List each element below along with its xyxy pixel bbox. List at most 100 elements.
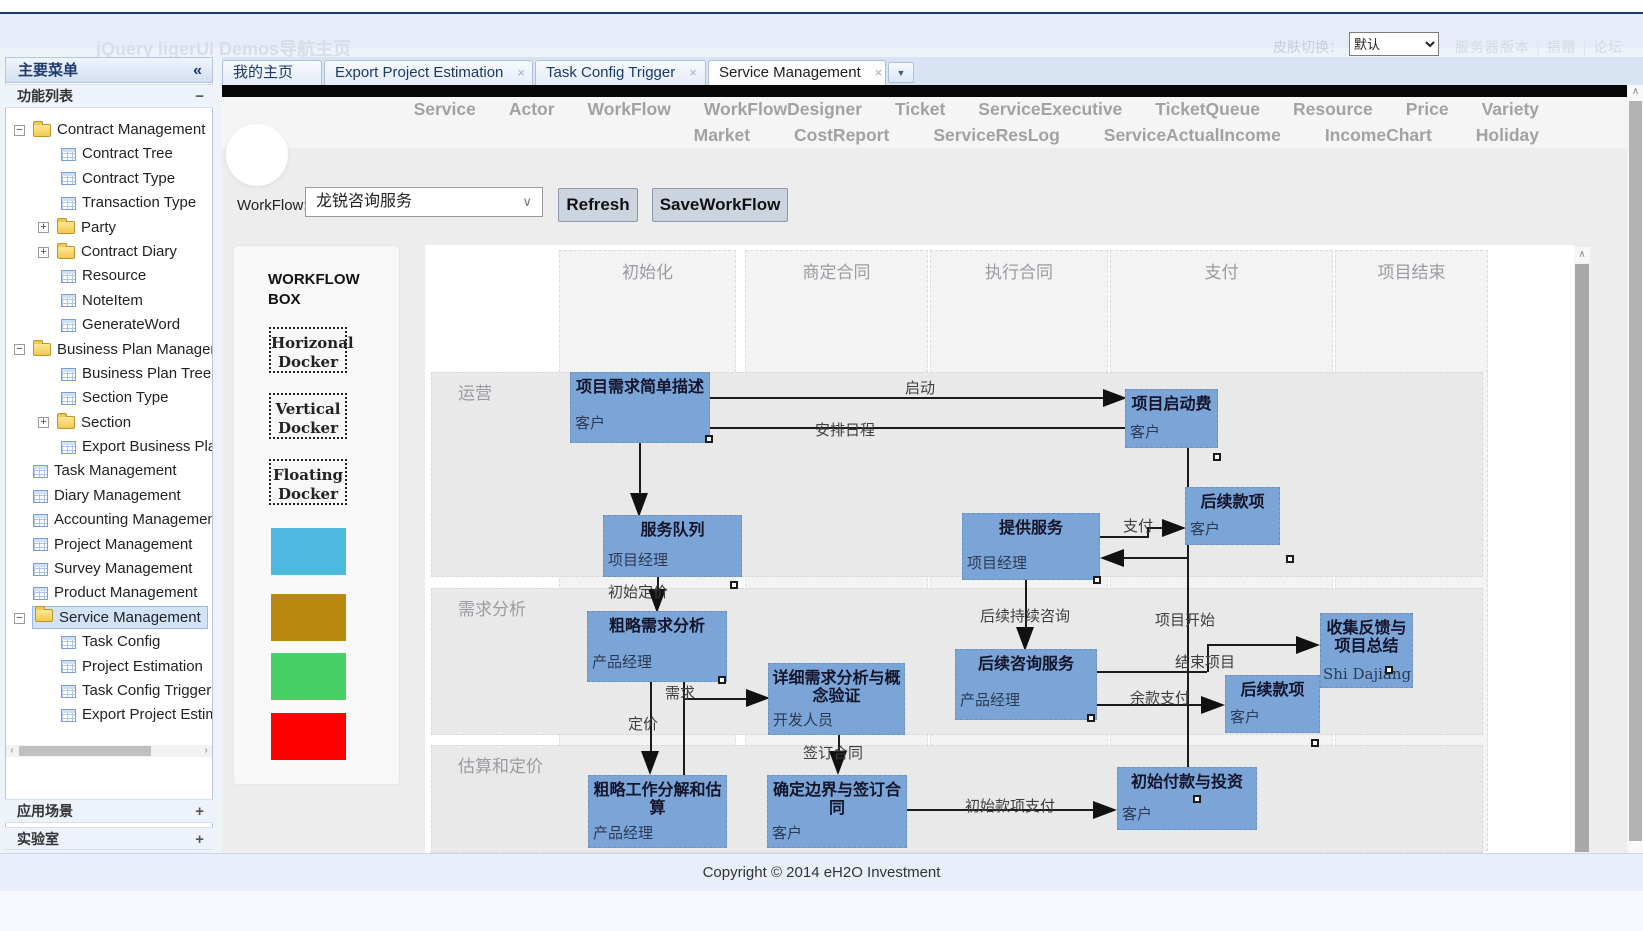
tree-item-export-project-estimation[interactable]: Export Project Estimat bbox=[6, 703, 212, 727]
workflow-canvas[interactable]: 初始化 商定合同 执行合同 支付 项目结束 运营 需求分析 估算和定价 bbox=[425, 245, 1574, 853]
section-lab[interactable]: 实验室 + bbox=[5, 827, 213, 850]
resize-handle[interactable] bbox=[1093, 576, 1101, 584]
scrollbar-thumb[interactable] bbox=[1629, 101, 1642, 841]
scrollbar-thumb[interactable] bbox=[19, 746, 151, 756]
collapse-minus-icon[interactable]: − bbox=[195, 88, 204, 105]
top-links[interactable]: 服务器版本 | 捐赠 | 论坛 bbox=[1455, 39, 1624, 55]
color-swatch-red[interactable] bbox=[271, 713, 346, 760]
tree-item-project-estimation[interactable]: Project Estimation bbox=[6, 655, 212, 679]
node-collect-feedback-summary[interactable]: 收集反馈与项目总结 Shi Dajiang bbox=[1320, 613, 1413, 688]
tree-item-contract-diary[interactable]: + Contract Diary bbox=[6, 240, 212, 264]
color-swatch-cyan[interactable] bbox=[271, 528, 346, 575]
resize-handle[interactable] bbox=[1311, 739, 1319, 747]
nav-variety[interactable]: Variety bbox=[1481, 99, 1539, 119]
node-followup-fee-bottom[interactable]: 后续款项 客户 bbox=[1225, 675, 1320, 733]
save-workflow-button[interactable]: SaveWorkFlow bbox=[652, 188, 788, 222]
resize-handle[interactable] bbox=[1213, 453, 1221, 461]
tab-service-management[interactable]: Service Management × bbox=[708, 60, 886, 85]
workflow-select[interactable]: 龙锐咨询服务 ∨ bbox=[305, 187, 543, 217]
tree-item-product-management[interactable]: Product Management bbox=[6, 581, 212, 605]
link-server-version[interactable]: 服务器版本 bbox=[1455, 39, 1530, 55]
tab-export-project-estimation[interactable]: Export Project Estimation × bbox=[324, 60, 533, 85]
horizontal-docker-tool[interactable]: Horizonal Docker bbox=[269, 327, 354, 373]
tree-item-project-management[interactable]: Project Management bbox=[6, 533, 212, 557]
collapse-box-icon[interactable]: − bbox=[14, 344, 25, 356]
scroll-up-icon[interactable]: ∧ bbox=[1574, 247, 1590, 263]
link-donate[interactable]: 捐赠 bbox=[1546, 39, 1577, 55]
skin-select[interactable]: 默认 bbox=[1349, 32, 1439, 56]
node-project-requirement-brief[interactable]: 项目需求简单描述 客户 bbox=[570, 372, 710, 443]
expand-box-icon[interactable]: + bbox=[38, 246, 49, 258]
section-app-scenarios[interactable]: 应用场景 + bbox=[5, 799, 213, 823]
resize-handle[interactable] bbox=[718, 676, 726, 684]
resize-handle[interactable] bbox=[1087, 714, 1095, 722]
resize-handle[interactable] bbox=[730, 581, 738, 589]
tree-item-section[interactable]: + Section bbox=[6, 411, 212, 435]
scrollbar-thumb[interactable] bbox=[1575, 264, 1589, 852]
node-project-startup-fee[interactable]: 项目启动费 客户 bbox=[1125, 389, 1218, 448]
nav-actor[interactable]: Actor bbox=[508, 99, 555, 119]
tree-item-generateword[interactable]: GenerateWord bbox=[6, 313, 212, 337]
tree-item-task-config[interactable]: Task Config bbox=[6, 630, 212, 654]
node-define-scope-sign-contract[interactable]: 确定边界与签订合同 客户 bbox=[767, 775, 907, 848]
close-icon[interactable]: × bbox=[517, 65, 525, 80]
section-function-list[interactable]: 功能列表 − bbox=[5, 84, 213, 108]
tree-item-section-type[interactable]: Section Type bbox=[6, 386, 212, 410]
nav-workflowdesigner[interactable]: WorkFlowDesigner bbox=[703, 99, 863, 119]
scroll-up-icon[interactable]: ∧ bbox=[1631, 86, 1640, 97]
link-forum[interactable]: 论坛 bbox=[1593, 39, 1624, 55]
nav-ticket[interactable]: Ticket bbox=[895, 99, 946, 119]
scroll-left-icon[interactable]: ‹ bbox=[10, 745, 14, 756]
node-provide-service[interactable]: 提供服务 项目经理 bbox=[962, 513, 1100, 580]
nav-service[interactable]: Service bbox=[413, 99, 476, 119]
nav-resource[interactable]: Resource bbox=[1293, 99, 1373, 119]
nav-costreport[interactable]: CostReport bbox=[794, 125, 890, 145]
node-initial-payment-investment[interactable]: 初始付款与投资 客户 bbox=[1117, 767, 1257, 830]
tree-item-resource[interactable]: Resource bbox=[6, 264, 212, 288]
color-swatch-gold[interactable] bbox=[271, 594, 346, 641]
nav-market[interactable]: Market bbox=[693, 125, 751, 145]
expand-box-icon[interactable]: + bbox=[38, 222, 49, 234]
resize-handle[interactable] bbox=[1286, 555, 1294, 563]
tree-item-transaction-type[interactable]: Transaction Type bbox=[6, 191, 212, 215]
nav-serviceactualincome[interactable]: ServiceActualIncome bbox=[1103, 125, 1281, 145]
vertical-docker-tool[interactable]: Vertical Docker bbox=[269, 393, 347, 439]
refresh-button[interactable]: Refresh bbox=[558, 188, 638, 222]
close-icon[interactable]: × bbox=[689, 65, 697, 80]
tree-item-task-config-trigger[interactable]: Task Config Trigger bbox=[6, 679, 212, 703]
node-followup-consulting-service[interactable]: 后续咨询服务 产品经理 bbox=[955, 649, 1097, 720]
node-followup-fee-top[interactable]: 后续款项 客户 bbox=[1185, 487, 1280, 545]
resize-handle[interactable] bbox=[1193, 795, 1201, 803]
node-detailed-analysis-poc[interactable]: 详细需求分析与概念验证 开发人员 bbox=[768, 663, 905, 735]
tab-list-dropdown-button[interactable]: ▼ bbox=[888, 62, 914, 83]
collapse-box-icon[interactable]: − bbox=[14, 124, 25, 136]
tab-task-config-trigger[interactable]: Task Config Trigger × bbox=[535, 60, 706, 85]
tree-item-contract-tree[interactable]: Contract Tree bbox=[6, 142, 212, 166]
close-icon[interactable]: × bbox=[874, 65, 883, 80]
collapse-box-icon[interactable]: − bbox=[14, 612, 25, 624]
tab-my-home[interactable]: 我的主页 bbox=[222, 60, 322, 85]
tree-item-party[interactable]: + Party bbox=[6, 216, 212, 240]
sidebar-horizontal-scrollbar[interactable]: ‹ › bbox=[6, 745, 212, 757]
resize-handle[interactable] bbox=[1385, 666, 1393, 674]
resize-handle[interactable] bbox=[705, 435, 713, 443]
nav-holiday[interactable]: Holiday bbox=[1475, 125, 1539, 145]
tree-item-export-business-plan[interactable]: Export Business Plan bbox=[6, 435, 212, 459]
tree-item-business-plan-management[interactable]: −Business Plan Manageme bbox=[6, 338, 212, 362]
tree-item-noteitem[interactable]: NoteItem bbox=[6, 289, 212, 313]
tree-item-diary-management[interactable]: Diary Management bbox=[6, 484, 212, 508]
sidebar-collapse-icon[interactable]: « bbox=[193, 62, 202, 79]
color-swatch-green[interactable] bbox=[271, 653, 346, 700]
canvas-vertical-scrollbar[interactable]: ∧ bbox=[1574, 247, 1590, 853]
scroll-right-icon[interactable]: › bbox=[204, 745, 208, 756]
node-rough-wbs-estimation[interactable]: 粗略工作分解和估算 产品经理 bbox=[588, 775, 727, 848]
nav-workflow[interactable]: WorkFlow bbox=[587, 99, 671, 119]
tree-item-service-management[interactable]: − Service Management bbox=[6, 605, 212, 630]
nav-ticketqueue[interactable]: TicketQueue bbox=[1155, 99, 1261, 119]
node-rough-requirement-analysis[interactable]: 粗略需求分析 产品经理 bbox=[587, 611, 727, 682]
tree-item-business-plan-tree[interactable]: Business Plan Tree bbox=[6, 362, 212, 386]
node-service-queue[interactable]: 服务队列 项目经理 bbox=[603, 515, 742, 577]
tree-item-accounting-management[interactable]: Accounting Management bbox=[6, 508, 212, 532]
expand-plus-icon[interactable]: + bbox=[195, 803, 204, 820]
sidebar-header[interactable]: 主要菜单 « bbox=[5, 57, 213, 83]
